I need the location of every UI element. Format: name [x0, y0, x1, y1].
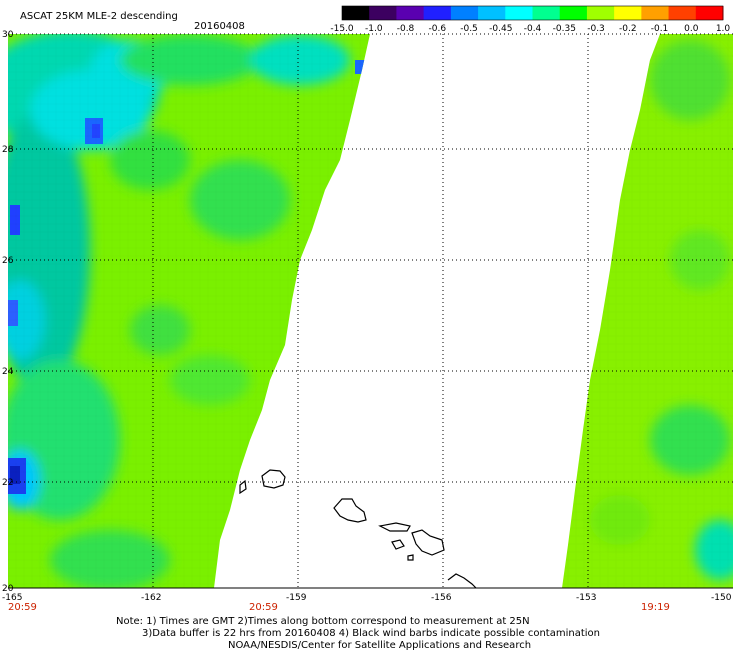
colorbar-tick-label: -0.5	[460, 24, 478, 34]
footer-note-line2: 3)Data buffer is 22 hrs from 20160408 4)…	[142, 628, 600, 639]
colorbar-swatch	[586, 6, 615, 20]
lat-label-22: 22	[2, 478, 13, 488]
colorbar-swatch	[505, 6, 533, 20]
swath-right	[562, 34, 733, 588]
lon-labels: -165 -162 -159 -156 -153 -150	[2, 593, 732, 603]
colorbar-swatch	[342, 6, 370, 20]
graticule	[8, 33, 733, 589]
colorbar-tick-label: -0.45	[489, 24, 512, 34]
island-molokai	[378, 522, 411, 532]
lat-label-24: 24	[2, 367, 14, 377]
lon-label-162: -162	[141, 593, 161, 603]
map-title: ASCAT 25KM MLE-2 descending	[20, 11, 178, 22]
swath-time-middle: 20:59	[249, 602, 278, 613]
colorbar-tick-label: -0.1	[651, 24, 669, 34]
swath-times: 20:59 20:59 19:19	[8, 602, 670, 613]
lat-label-20: 20	[2, 584, 14, 594]
colorbar-swatch	[614, 6, 642, 20]
colorbar-swatch	[478, 6, 506, 20]
colorbar-tick-label: -0.4	[524, 24, 542, 34]
lon-label-165: -165	[2, 593, 22, 603]
island-kahoolawe	[407, 554, 414, 561]
island-hawaii	[447, 573, 477, 589]
footer-credit: NOAA/NESDIS/Center for Satellite Applica…	[228, 640, 531, 650]
colorbar-labels: -15.0 -1.0 -0.8 -0.6 -0.5 -0.45 -0.4 -0.35 -0.3 -…	[330, 24, 730, 34]
map-date: 20160408	[194, 21, 245, 32]
swath-time-left: 20:59	[8, 602, 37, 613]
lon-label-150: -150	[711, 593, 732, 603]
island-oahu	[333, 498, 367, 523]
colorbar-tick-label: -1.0	[365, 24, 383, 34]
island-niihau	[239, 479, 247, 495]
lat-labels: 30 28 26 24 22 20	[2, 30, 14, 594]
colorbar-swatch	[423, 6, 452, 20]
swath-time-right: 19:19	[641, 602, 670, 613]
colorbar-swatch	[369, 6, 397, 20]
colorbar-frame	[341, 5, 724, 21]
lat-label-26: 26	[2, 256, 14, 266]
island-maui	[411, 529, 445, 556]
swath-left	[8, 34, 370, 588]
colorbar-swatch	[668, 6, 697, 20]
colorbar-tick-label: -0.3	[587, 24, 605, 34]
colorbar-swatch	[396, 6, 425, 20]
colorbar-tick-label: 0.0	[684, 24, 699, 34]
colorbar-tick-label: -0.8	[397, 24, 415, 34]
island-lanai	[391, 539, 405, 550]
colorbar-swatch	[559, 6, 588, 20]
colorbar-tick-label: -0.2	[619, 24, 637, 34]
colorbar: -15.0 -1.0 -0.8 -0.6 -0.5 -0.45 -0.4 -0.35 -0.3 -…	[330, 5, 730, 34]
colorbar-swatch	[695, 6, 724, 20]
lat-label-28: 28	[2, 145, 14, 155]
lat-label-30: 30	[2, 30, 14, 40]
lon-label-156: -156	[431, 593, 452, 603]
footer-note-line1: Note: 1) Times are GMT 2)Times along bot…	[116, 616, 530, 627]
island-kauai	[261, 469, 286, 489]
colorbar-swatch	[532, 6, 561, 20]
lon-label-153: -153	[576, 593, 596, 603]
hawaii-coastlines	[239, 469, 477, 589]
colorbar-tick-label: -0.35	[553, 24, 576, 34]
colorbar-swatches	[341, 5, 724, 21]
colorbar-tick-label: 1.0	[716, 24, 731, 34]
colorbar-swatch	[641, 6, 670, 20]
colorbar-tick-label: -15.0	[330, 24, 354, 34]
colorbar-tick-label: -0.6	[429, 24, 447, 34]
colorbar-swatch	[450, 6, 479, 20]
footer-notes: Note: 1) Times are GMT 2)Times along bot…	[116, 616, 600, 650]
lon-label-159: -159	[286, 593, 307, 603]
